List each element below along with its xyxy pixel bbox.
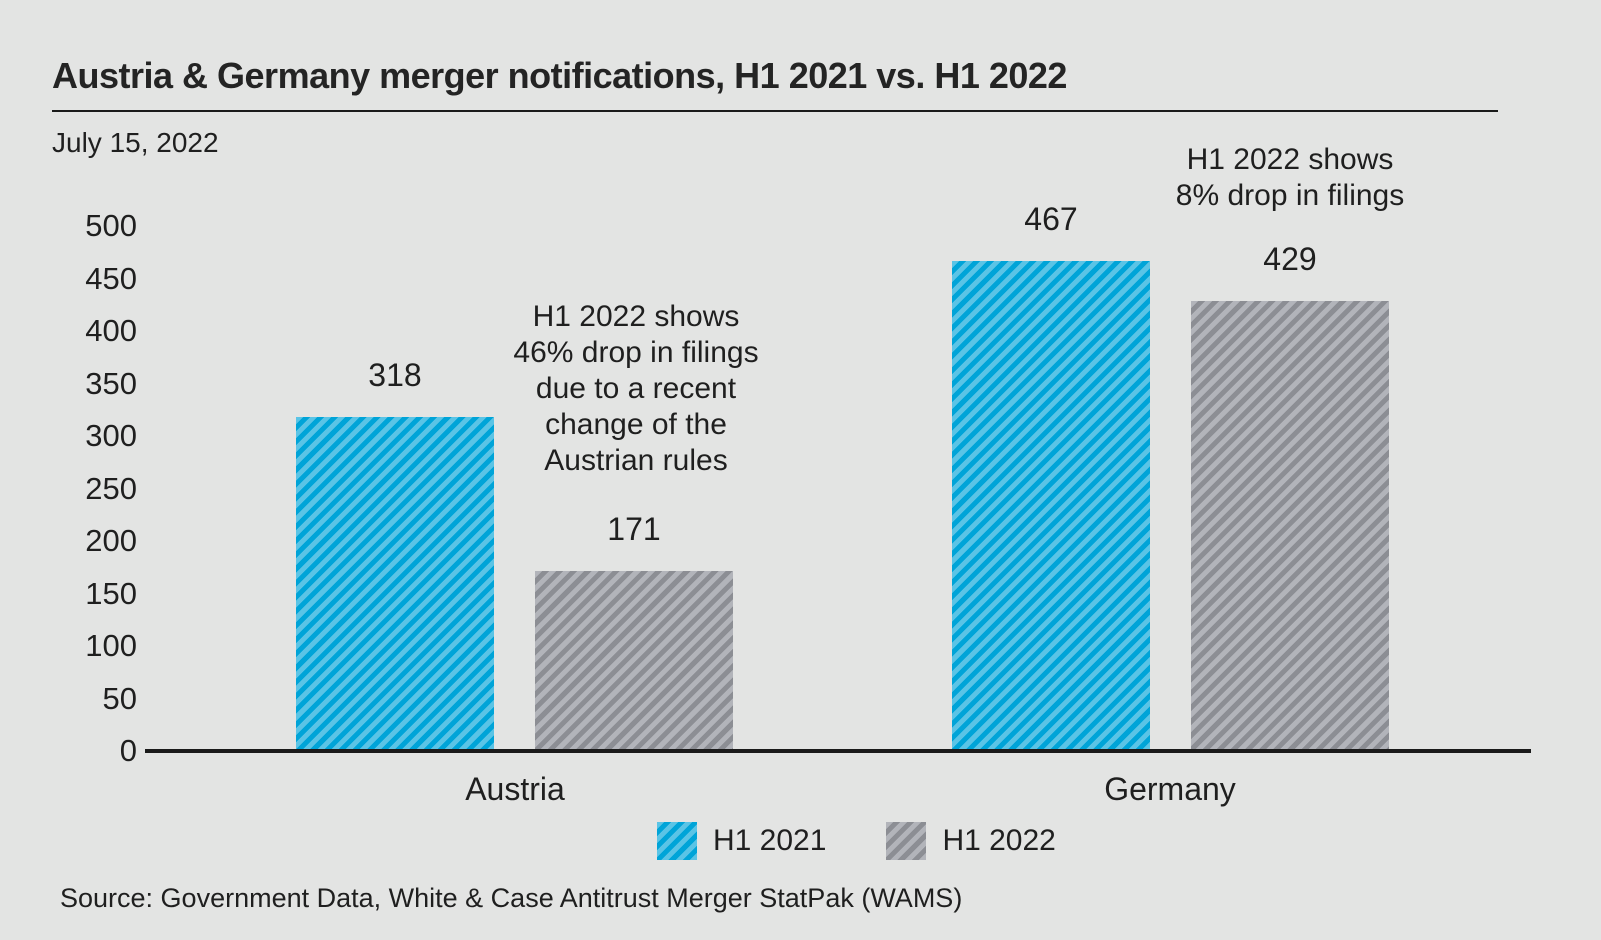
- y-tick-label: 50: [102, 680, 137, 716]
- annotation-germany: H1 2022 shows 8% drop in filings: [1175, 143, 1405, 212]
- legend: H1 2021 H1 2022: [657, 822, 1056, 860]
- bar-value-label: 318: [368, 357, 422, 394]
- bar-germany-h1-2021: [952, 260, 1150, 751]
- y-tick-label: 450: [85, 260, 137, 296]
- legend-swatch-h1-2022: [886, 822, 927, 860]
- bar-value-label: 467: [1024, 200, 1078, 237]
- title-divider: [52, 110, 1498, 112]
- chart-date: July 15, 2022: [52, 127, 219, 158]
- bar-value-label: 171: [607, 511, 661, 548]
- bar-austria-h1-2022: [535, 571, 733, 751]
- y-tick-label: 200: [85, 523, 137, 558]
- y-tick-label: 350: [85, 365, 137, 401]
- chart-title: Austria & Germany merger notifications, …: [52, 55, 1067, 96]
- bar-column-austria-h1-2022: 171: [535, 511, 733, 751]
- annotation-austria: H1 2022 shows 46% drop in filings due to…: [513, 300, 759, 477]
- y-tick-label: 250: [85, 470, 137, 506]
- x-axis-line: [145, 749, 1531, 753]
- bar-column-austria-h1-2021: 318: [296, 357, 494, 751]
- bar-column-germany-h1-2021: 467: [952, 201, 1150, 751]
- legend-swatch-h1-2021: [657, 822, 697, 860]
- bar-value-label: 429: [1263, 240, 1317, 277]
- y-tick-label: 400: [85, 313, 137, 348]
- category-label-austria: Austria: [465, 771, 565, 807]
- category-label-germany: Germany: [1104, 771, 1236, 807]
- legend-item-h1-2021: H1 2021: [657, 822, 826, 860]
- y-tick-label: 300: [85, 418, 137, 453]
- y-tick-label: 0: [119, 733, 137, 768]
- bar-column-germany-h1-2022: 429: [1191, 241, 1389, 751]
- y-tick-label: 100: [85, 628, 137, 663]
- legend-item-h1-2022: H1 2022: [886, 822, 1056, 860]
- y-tick-label: 500: [85, 208, 137, 243]
- bar-germany-h1-2022: [1191, 300, 1389, 751]
- legend-label-h1-2022: H1 2022: [942, 824, 1056, 857]
- source-line: Source: Government Data, White & Case An…: [60, 883, 963, 913]
- bar-austria-h1-2021: [296, 417, 494, 751]
- y-tick-label: 150: [85, 575, 137, 611]
- legend-label-h1-2021: H1 2021: [713, 824, 827, 857]
